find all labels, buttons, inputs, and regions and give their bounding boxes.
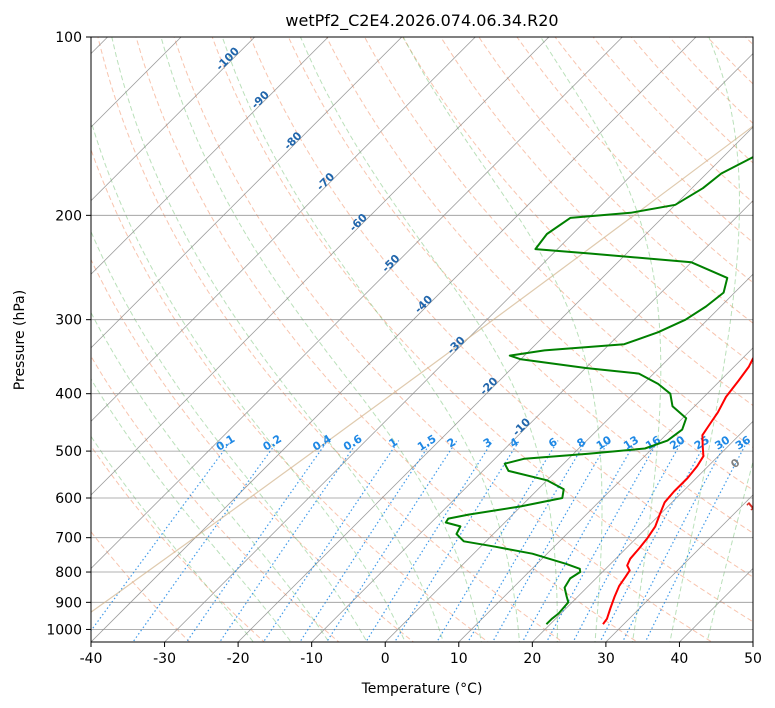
isotherm-line [91, 37, 329, 275]
x-tick-label: 50 [744, 651, 762, 667]
mixing-ratio-line [521, 440, 637, 642]
mixing-ratio-line [219, 440, 359, 642]
y-tick-label: 700 [55, 531, 82, 547]
x-tick-label: 30 [597, 651, 615, 667]
y-tick-label: 800 [55, 565, 82, 581]
isotherm-line [91, 37, 476, 422]
x-tick-label: 20 [523, 651, 541, 667]
mixing-ratio-line [394, 440, 520, 642]
isotherm-line [605, 494, 753, 642]
dry-adiabat-line [91, 355, 340, 642]
mixing-ratio-line [545, 440, 659, 642]
sounding-series [444, 156, 753, 625]
moist-adiabat-line [111, 37, 444, 642]
dry-adiabat-line [173, 37, 713, 642]
dry-adiabat-line [97, 37, 564, 642]
moist-adiabat-line [669, 37, 741, 642]
mixing-ratio-line [299, 440, 433, 642]
plot-background [91, 37, 753, 642]
x-tick-label: 0 [381, 651, 390, 667]
y-tick-label: 300 [55, 313, 82, 329]
y-axis-label: Pressure (hPa) [12, 290, 28, 390]
dewpoint-profile-line [444, 156, 753, 625]
dry-adiabat-label: 10 [744, 494, 764, 514]
isotherm-line [91, 37, 697, 642]
x-tick-label: -30 [153, 651, 176, 667]
isotherm-line [458, 347, 753, 642]
isotherm-line [531, 420, 753, 642]
dry-adiabat-line [440, 37, 753, 365]
mixing-ratio-line [599, 440, 708, 642]
isotherm-line [91, 37, 256, 202]
y-tick-label: 900 [55, 595, 82, 611]
dry-adiabat-line [771, 24, 775, 654]
dry-adiabat-line [211, 37, 753, 623]
dry-adiabat-line [478, 37, 753, 324]
reference-curve [91, 125, 753, 613]
y-axis: 100 200 300 400 500 600 700 800 900 1000 [46, 30, 91, 638]
x-tick-label: -40 [80, 651, 103, 667]
y-tick-label: 200 [55, 208, 82, 224]
mixing-ratio-line [436, 440, 559, 642]
dry-adiabat-line [554, 37, 753, 244]
dry-adiabat-line [91, 148, 489, 642]
dry-adiabat-line [402, 37, 753, 407]
dry-adiabat-line [364, 37, 753, 449]
moist-adiabat-line [91, 119, 406, 642]
moist-adiabat-line [91, 230, 368, 642]
dry-adiabat-line [325, 37, 753, 491]
x-tick-label: -20 [227, 651, 250, 667]
isotherm-line [237, 126, 753, 642]
y-tick-label: 100 [55, 30, 82, 46]
dry-adiabat-label: 20 [768, 528, 775, 548]
y-tick-label: 500 [55, 444, 82, 460]
mixing-ratio-line [467, 440, 587, 642]
mixing-ratio-line [91, 440, 232, 632]
x-tick-label: 40 [671, 651, 689, 667]
y-tick-label: 400 [55, 387, 82, 403]
isotherm-line [311, 200, 753, 642]
mixing-ratio-line [572, 440, 683, 642]
chart-title: wetPf2_C2E4.2026.074.06.34.R20 [285, 11, 558, 31]
x-tick-label: -10 [300, 651, 323, 667]
y-tick-label: 1000 [46, 622, 82, 638]
y-tick-label: 600 [55, 491, 82, 507]
isotherm-line [384, 273, 753, 642]
dry-adiabat-line [91, 445, 266, 642]
x-axis: -40 -30 -20 -10 0 10 20 30 40 50 [80, 642, 762, 667]
mixing-ratio-line [491, 440, 610, 642]
moist-adiabat-line [221, 37, 520, 642]
dry-adiabat-line [630, 37, 753, 164]
x-tick-label: 10 [450, 651, 468, 667]
plot-frame [90, 36, 754, 643]
x-axis-label: Temperature (°C) [361, 681, 483, 697]
isotherm-line [91, 37, 550, 496]
background-lines [91, 24, 775, 654]
dry-adiabat-line [249, 37, 753, 578]
dry-adiabat-line [91, 258, 415, 642]
mixing-ratio-line [185, 440, 329, 642]
moist-adiabat-line [160, 37, 482, 642]
isotherm-line [91, 37, 623, 570]
temperature-profile-line [602, 356, 753, 625]
isotherm-line [91, 37, 403, 349]
moist-adiabat-line [540, 37, 662, 642]
